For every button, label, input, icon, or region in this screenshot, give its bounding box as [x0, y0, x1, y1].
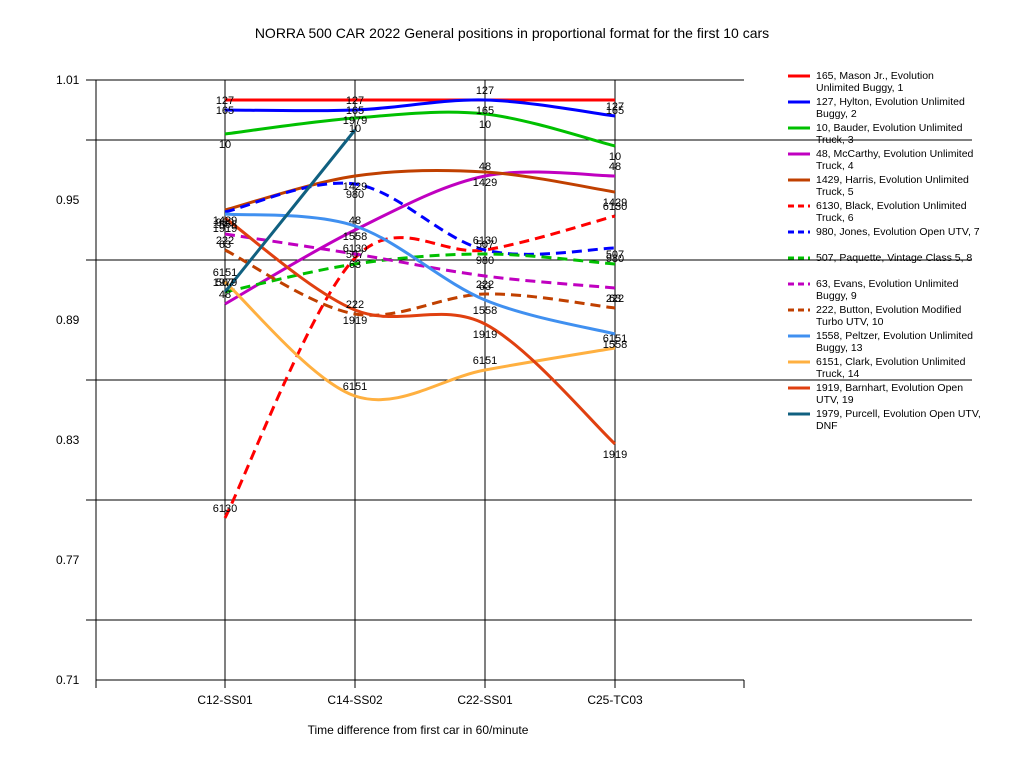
point-label: 1919 — [603, 449, 627, 461]
point-label: 1429 — [213, 215, 237, 227]
point-label: 6151 — [343, 381, 367, 393]
x-tick-label: C25-TC03 — [587, 693, 643, 707]
point-label: 48 — [349, 215, 361, 227]
point-label: 1558 — [603, 339, 627, 351]
y-tick-label: 0.95 — [56, 193, 80, 207]
point-label: 127 — [606, 101, 624, 113]
point-label: 63 — [349, 259, 361, 271]
point-label: 980 — [476, 255, 494, 267]
legend-entry: 1979, Purcell, Evolution Open UTV, DNF — [816, 408, 981, 432]
point-label: 6151 — [603, 333, 627, 345]
point-label: 6130 — [603, 201, 627, 213]
point-label: 127 — [346, 95, 364, 107]
point-label: 980 — [346, 189, 364, 201]
series-line — [224, 252, 616, 294]
point-label: 63 — [609, 293, 621, 305]
legend-entry: 48, McCarthy, Evolution Unlimited Truck, … — [816, 148, 974, 172]
series-line — [223, 214, 616, 519]
legend-entry: 127, Hylton, Evolution Unlimited Buggy, 2 — [816, 96, 965, 120]
x-tick-label: C14-SS02 — [327, 693, 383, 707]
point-label: 507 — [346, 249, 364, 261]
point-label: 222 — [606, 293, 624, 305]
point-label: 6151 — [473, 355, 497, 367]
point-label: 63 — [479, 281, 491, 293]
point-label: 1558 — [343, 231, 367, 243]
point-label: 165 — [606, 105, 624, 117]
point-label: 980 — [216, 217, 234, 229]
legend-entry: 1429, Harris, Evolution Unlimited Truck, … — [816, 174, 969, 198]
point-label: 1558 — [473, 305, 497, 317]
series-layer — [223, 98, 617, 519]
legend-entry: 63, Evans, Evolution Unlimited Buggy, 9 — [816, 278, 959, 302]
point-label: 127 — [476, 85, 494, 97]
point-label: 48 — [609, 161, 621, 173]
series-line — [224, 181, 616, 256]
series-line — [224, 170, 616, 306]
series-line — [224, 98, 616, 118]
y-tick-label: 0.71 — [56, 673, 80, 687]
point-label: 10 — [349, 123, 361, 135]
point-label: 63 — [219, 239, 231, 251]
point-label: 1919 — [343, 315, 367, 327]
point-label: 1558 — [213, 219, 237, 231]
axes: 1.01 0.95 0.89 0.83 0.77 0.71 C12-SS01 C14-SS02… — [56, 73, 745, 707]
y-tick-label: 0.77 — [56, 553, 80, 567]
point-label: 1919 — [213, 223, 237, 235]
legend-entry: 10, Bauder, Evolution Unlimited Truck, 3 — [816, 122, 963, 146]
x-axis-label: Time difference from first car in 60/min… — [308, 723, 529, 737]
y-tick-label: 1.01 — [56, 73, 80, 87]
point-label: 507 — [606, 249, 624, 261]
legend-entry: 1558, Peltzer, Evolution Unlimited Buggy,… — [816, 330, 973, 354]
point-label: 10 — [219, 139, 231, 151]
chart-title: NORRA 500 CAR 2022 General positions in … — [255, 25, 769, 41]
x-tick-label: C12-SS01 — [197, 693, 253, 707]
y-tick-label: 0.83 — [56, 433, 80, 447]
point-label: 1919 — [473, 329, 497, 341]
point-label: 222 — [476, 279, 494, 291]
point-label: 10 — [609, 151, 621, 163]
point-label: 10 — [479, 119, 491, 131]
point-label: 165 — [476, 105, 494, 117]
legend-entry: 222, Button, Evolution Modified Turbo UTV… — [816, 304, 962, 328]
legend-entry: 1919, Barnhart, Evolution Open UTV, 19 — [816, 382, 963, 406]
point-label: 48 — [219, 289, 231, 301]
y-tick-label: 0.89 — [56, 313, 80, 327]
point-label: 980 — [606, 253, 624, 265]
point-label: 222 — [346, 299, 364, 311]
point-label: 1979 — [343, 115, 367, 127]
series-line — [224, 110, 616, 148]
point-label: 6151 — [213, 267, 237, 279]
point-label: 507 — [476, 239, 494, 251]
point-label: 6130 — [473, 235, 497, 247]
point-label: 222 — [216, 235, 234, 247]
legend-entry: 980, Jones, Evolution Open UTV, 7 — [816, 226, 980, 238]
series-line — [223, 129, 357, 293]
point-label: 1429 — [603, 197, 627, 209]
point-label: 165 — [216, 105, 234, 117]
legend-entry: 165, Mason Jr., Evolution Unlimited Buggy… — [816, 70, 934, 94]
series-line — [224, 168, 616, 212]
legend: 165, Mason Jr., Evolution Unlimited Buggy… — [788, 70, 981, 432]
point-label: 507 — [216, 277, 234, 289]
series-line — [224, 280, 616, 402]
series-line — [224, 232, 616, 290]
point-label: 6130 — [213, 503, 237, 515]
point-label: 48 — [479, 161, 491, 173]
legend-entry: 6130, Black, Evolution Unlimited Truck, 6 — [816, 200, 967, 224]
point-label: 6130 — [343, 243, 367, 255]
point-label: 127 — [216, 95, 234, 107]
series-line — [224, 212, 616, 336]
series-line — [224, 216, 617, 446]
x-tick-label: C22-SS01 — [457, 693, 513, 707]
legend-entry: 507, Paquette, Vintage Class 5, 8 — [816, 252, 972, 264]
point-label: 1429 — [473, 177, 497, 189]
point-label: 1429 — [343, 181, 367, 193]
point-label: 165 — [346, 105, 364, 117]
legend-entry: 6151, Clark, Evolution Unlimited Truck, 1… — [816, 356, 966, 380]
point-label: 1979 — [213, 277, 237, 289]
